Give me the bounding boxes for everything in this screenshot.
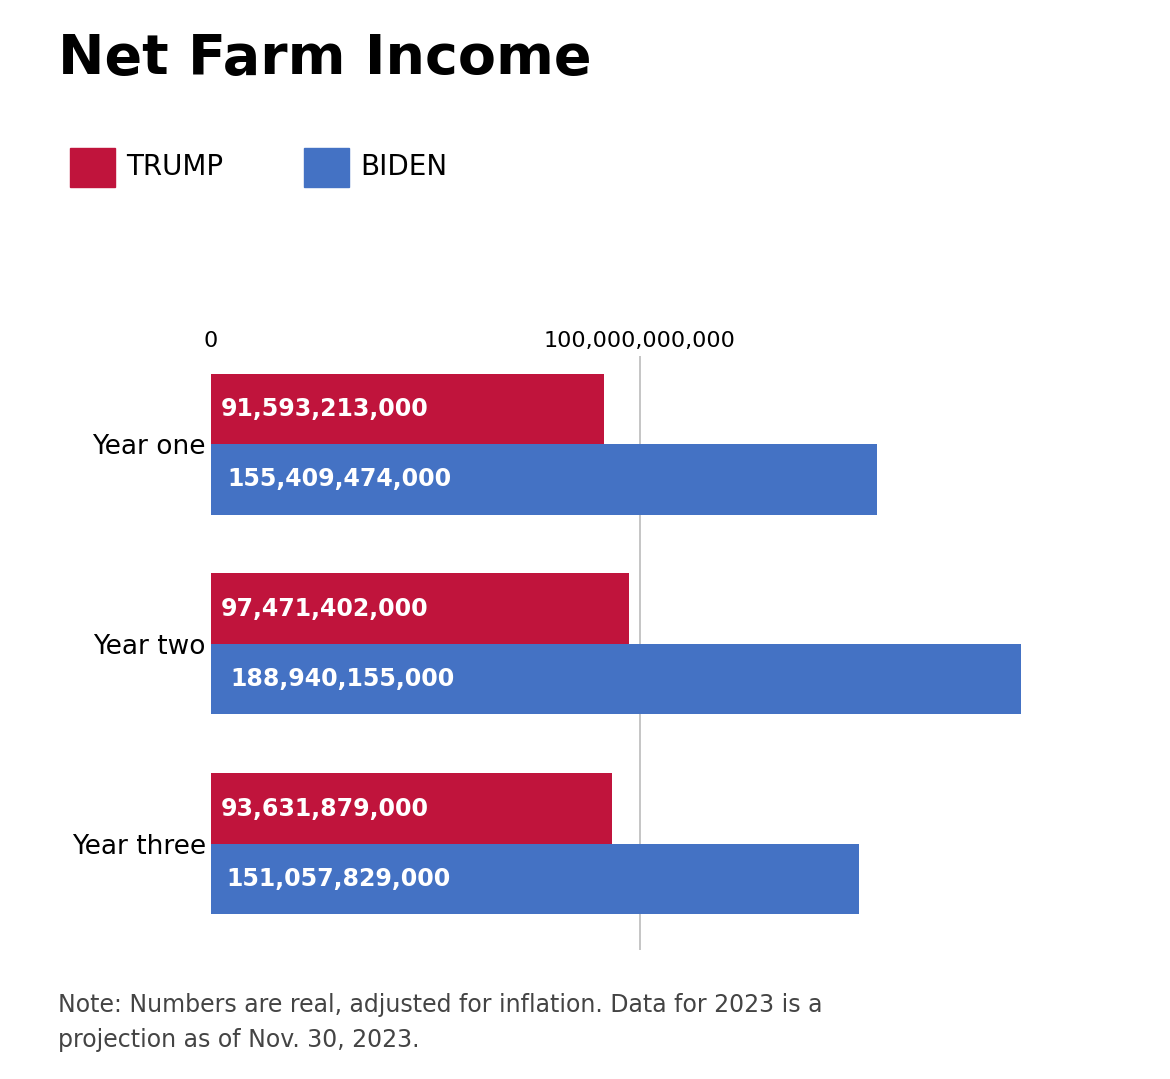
Text: 91,593,213,000: 91,593,213,000: [220, 397, 428, 421]
Text: TRUMP: TRUMP: [126, 153, 223, 181]
Bar: [211, 774, 612, 844]
Bar: [211, 644, 1021, 714]
Text: BIDEN: BIDEN: [360, 153, 447, 181]
Text: 97,471,402,000: 97,471,402,000: [221, 597, 428, 620]
Bar: [211, 573, 628, 644]
Bar: [211, 445, 878, 515]
Bar: [211, 373, 604, 445]
Text: 151,057,829,000: 151,057,829,000: [227, 868, 452, 891]
Text: 155,409,474,000: 155,409,474,000: [227, 467, 452, 491]
Text: Note: Numbers are real, adjusted for inflation. Data for 2023 is a
projection as: Note: Numbers are real, adjusted for inf…: [58, 993, 823, 1052]
Bar: [211, 844, 859, 914]
Text: 188,940,155,000: 188,940,155,000: [230, 667, 455, 692]
Text: 93,631,879,000: 93,631,879,000: [221, 796, 428, 820]
Text: Net Farm Income: Net Farm Income: [58, 32, 592, 86]
